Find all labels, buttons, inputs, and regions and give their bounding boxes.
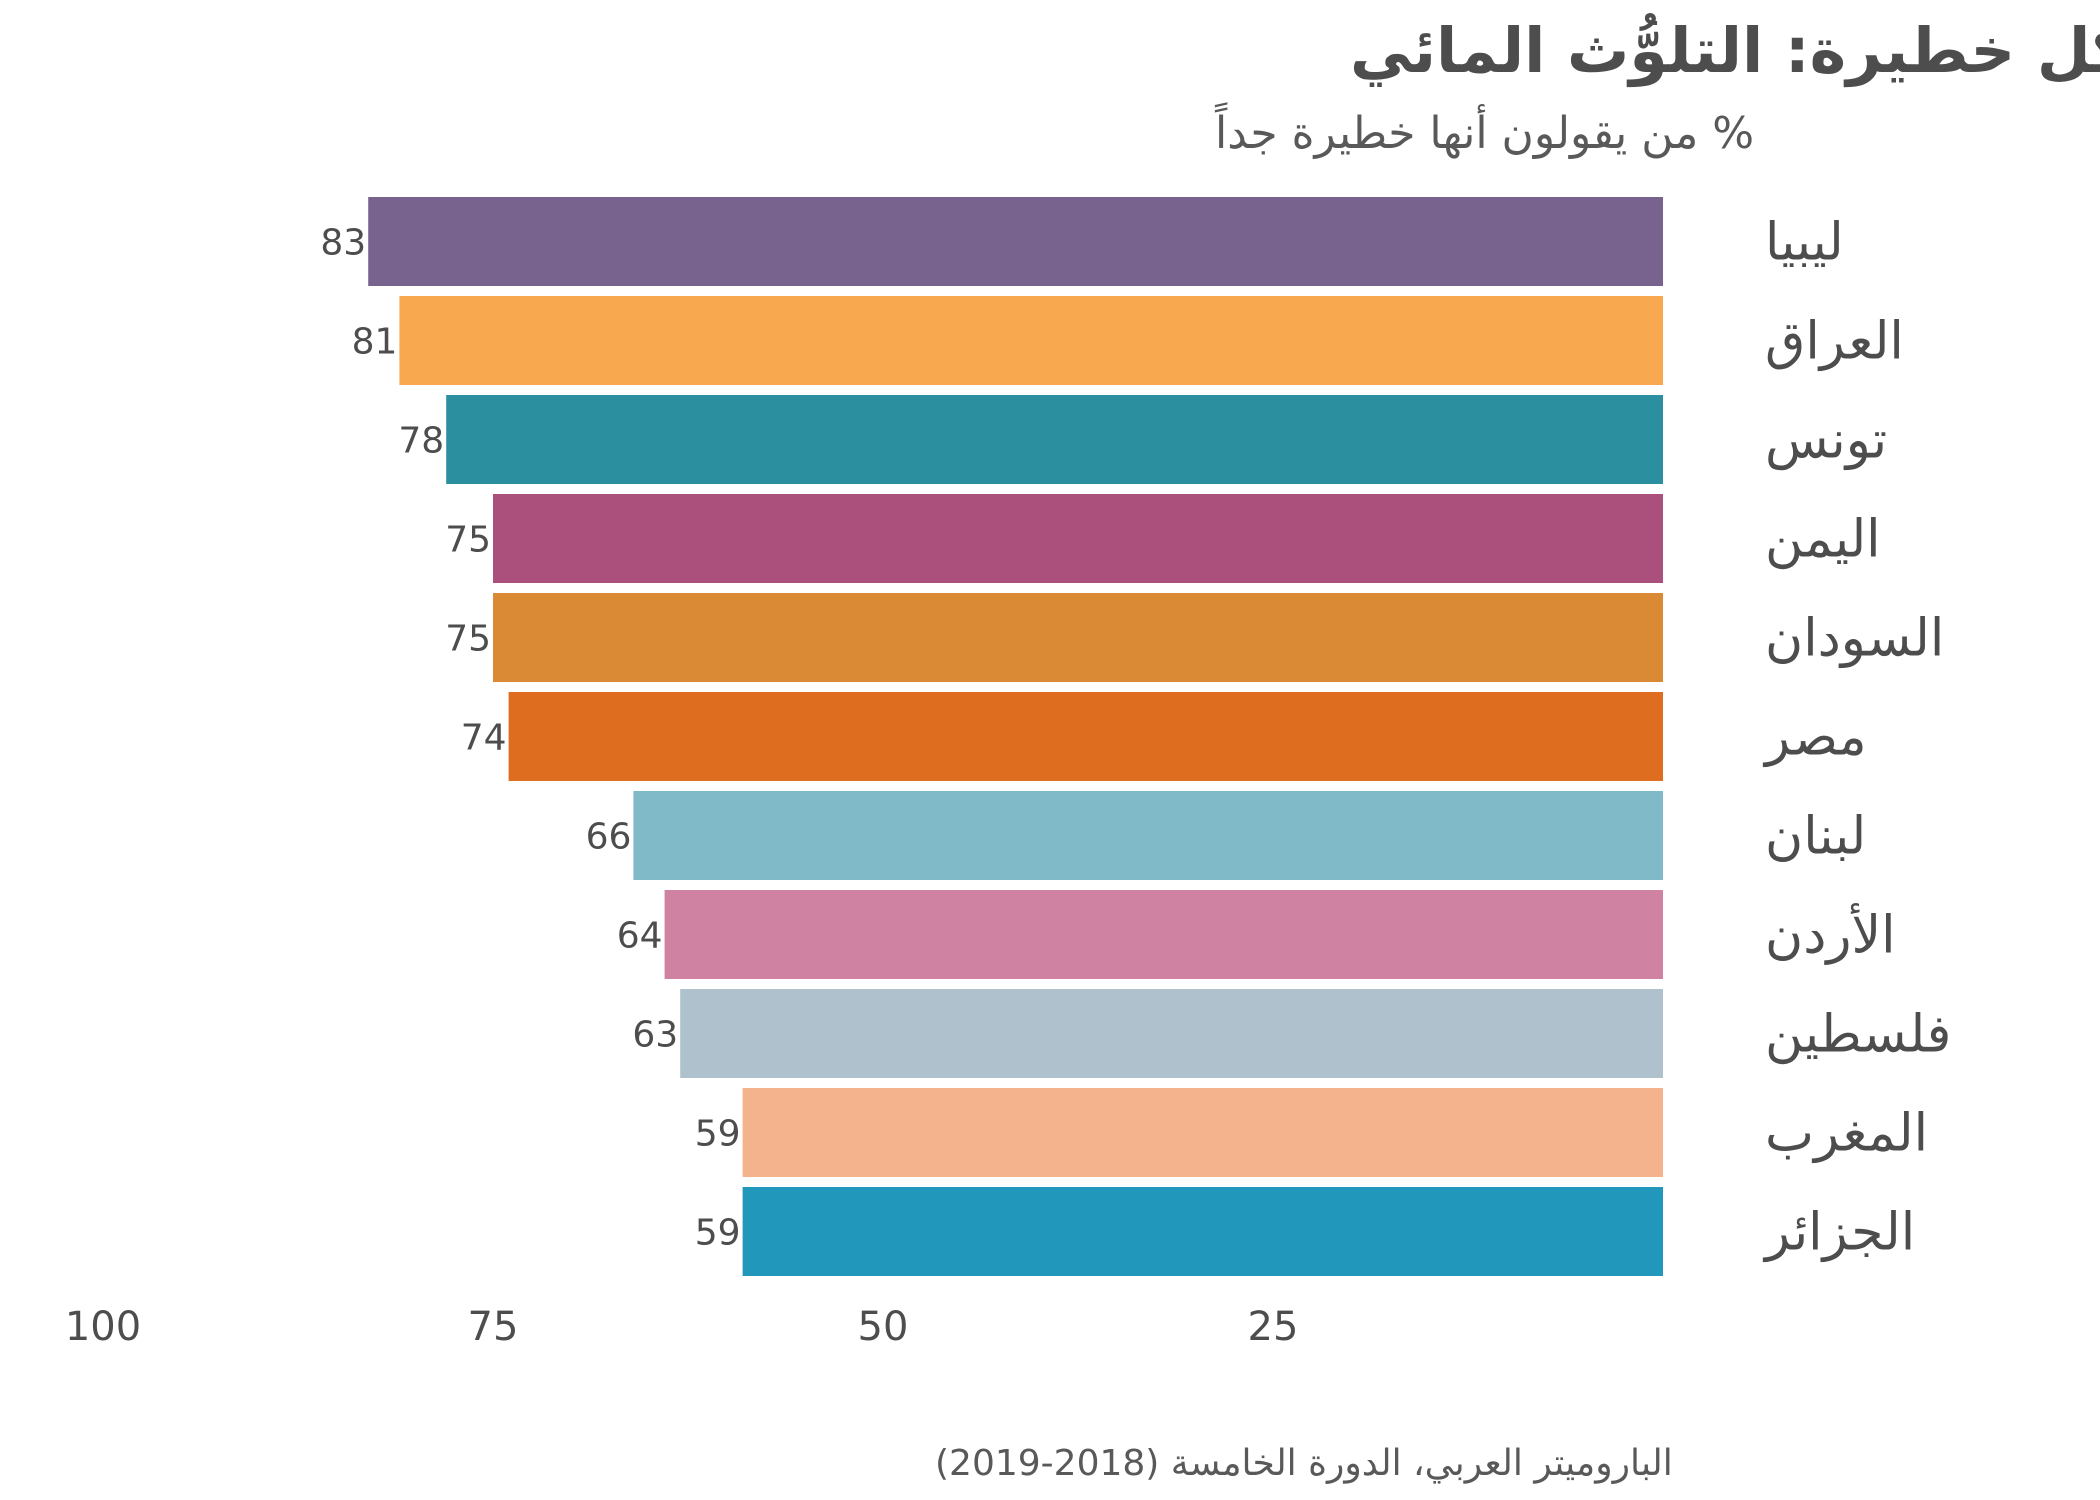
value-label-10: 59 [695, 1114, 741, 1155]
bar-10 [742, 1088, 1663, 1177]
category-label-1: ليبيا [1765, 213, 1844, 273]
category-label-5: السودان [1765, 609, 1944, 669]
category-label-4: اليمن [1765, 510, 1881, 570]
value-label-9: 63 [632, 1015, 678, 1056]
x-tick-100: 100 [65, 1304, 141, 1350]
value-label-6: 74 [461, 718, 507, 759]
bar-11 [742, 1187, 1663, 1276]
value-label-11: 59 [695, 1213, 741, 1254]
category-label-6: مصر [1762, 708, 1867, 768]
bar-6 [508, 692, 1664, 781]
chart-title: مشاكل خطيرة: التلوُّث المائي [1350, 13, 2100, 87]
x-tick-50: 50 [858, 1304, 909, 1350]
value-label-4: 75 [445, 520, 491, 561]
chart-subtitle: % من يقولون أنها خطيرة جداً [1214, 101, 1754, 159]
bar-3 [446, 395, 1664, 484]
value-label-5: 75 [445, 619, 491, 660]
x-tick-25: 25 [1248, 1304, 1299, 1350]
category-label-9: فلسطين [1765, 1005, 1951, 1065]
bar-7 [633, 791, 1663, 880]
source-note: الباروميتر العربي، الدورة الخامسة (2018-… [935, 1443, 1673, 1484]
category-label-7: لبنان [1765, 807, 1866, 867]
bar-2 [399, 296, 1663, 385]
category-label-8: الأردن [1765, 903, 1896, 966]
category-label-10: المغرب [1765, 1104, 1928, 1164]
bar-8 [664, 890, 1663, 979]
bars-group: 83 ليبيا 81 العراق 78 تونس 75 اليمن 75 السودان 74 م… [320, 197, 1951, 1276]
x-axis-ticks: 100 75 50 25 [65, 1304, 1299, 1350]
x-tick-75: 75 [468, 1304, 519, 1350]
category-label-11: الجزائر [1762, 1203, 1915, 1263]
value-label-3: 78 [398, 421, 444, 462]
bar-5 [493, 593, 1663, 682]
category-label-2: العراق [1765, 312, 1904, 372]
bar-1 [368, 197, 1664, 286]
bar-4 [493, 494, 1663, 583]
value-label-7: 66 [586, 817, 632, 858]
value-label-2: 81 [352, 322, 398, 363]
bar-9 [680, 989, 1663, 1078]
category-label-3: تونس [1765, 411, 1887, 471]
value-label-8: 64 [617, 916, 663, 957]
value-label-1: 83 [320, 223, 366, 264]
